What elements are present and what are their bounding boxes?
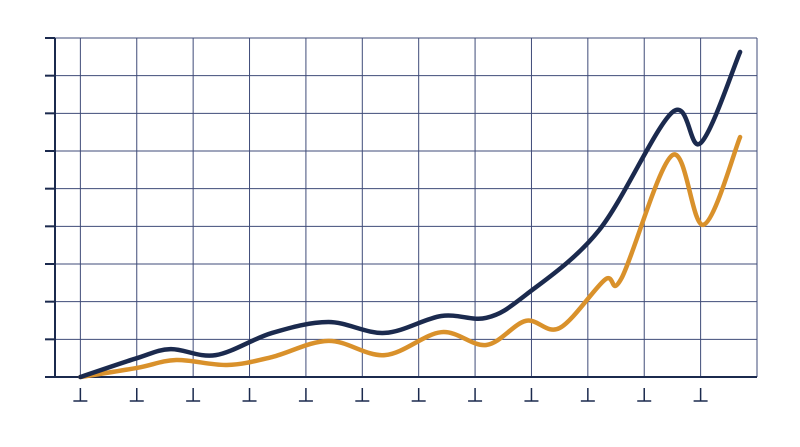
x-tick-mark [298, 388, 313, 402]
series-line [78, 49, 743, 380]
x-tick-mark [129, 388, 144, 402]
x-tick-mark [242, 388, 257, 402]
x-tick-mark [468, 388, 483, 402]
x-tick-mark [186, 388, 201, 402]
series-line [78, 134, 743, 380]
x-tick-mark [637, 388, 652, 402]
x-tick-mark [580, 388, 595, 402]
x-tick-mark [73, 388, 88, 402]
x-tick-mark [411, 388, 426, 402]
x-tick-mark [693, 388, 708, 402]
x-tick-mark [355, 388, 370, 402]
x-tick-mark [524, 388, 539, 402]
